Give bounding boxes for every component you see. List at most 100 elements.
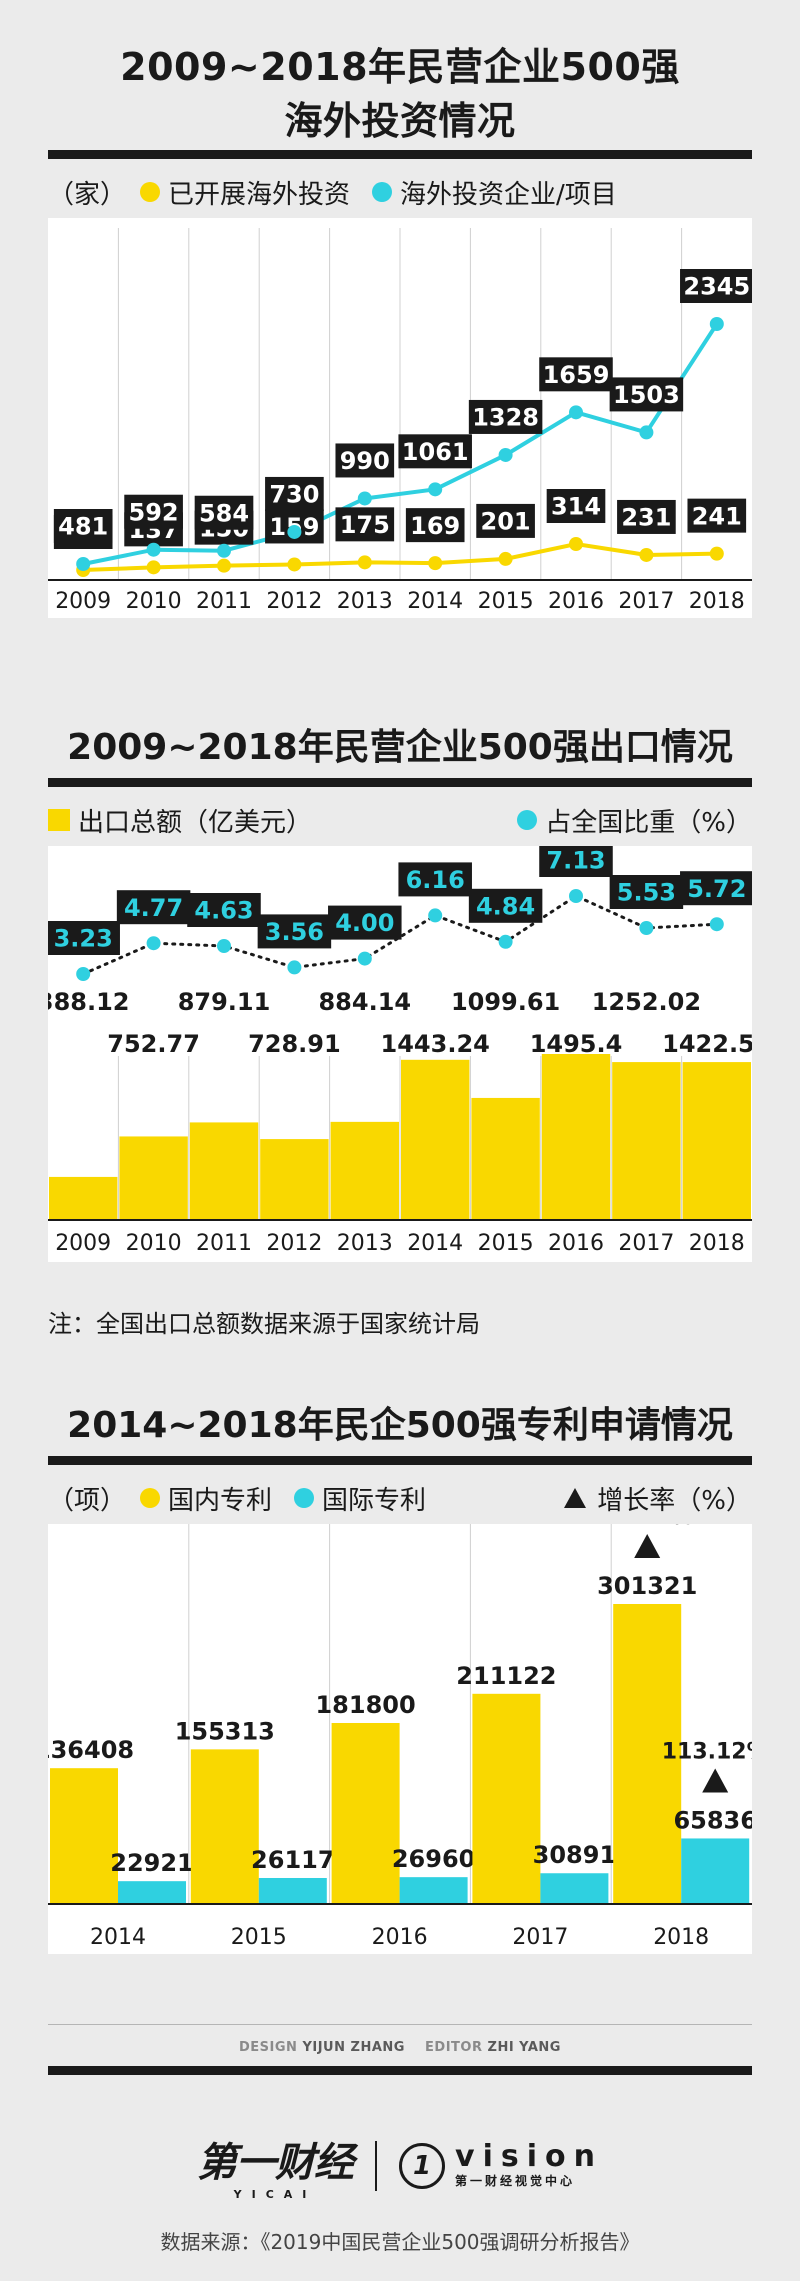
data-label-bg	[476, 503, 535, 538]
share-point	[357, 951, 372, 966]
data-label: 481	[58, 513, 108, 541]
share-line	[81, 894, 719, 976]
bar	[682, 1062, 751, 1220]
bar-value-label: 30891	[533, 1841, 617, 1869]
share-label: 3.56	[265, 918, 324, 946]
data-label: 2345	[683, 273, 750, 301]
data-label-bg	[609, 377, 684, 412]
share-label: 3.23	[54, 925, 113, 953]
x-tick-label: 2018	[689, 1231, 745, 1256]
title-line-1: 2009~2018年民营企业500强	[120, 45, 680, 89]
data-label-bg	[468, 399, 543, 434]
share-point	[76, 967, 91, 981]
section-divider-1	[48, 150, 752, 159]
bar-value-label: 1495.4	[530, 1030, 623, 1058]
bar	[189, 1122, 259, 1220]
x-tick-label: 2010	[126, 589, 182, 614]
logo-row: 第一财经 YICAI 1 vision 第一财经视觉中心	[0, 2130, 800, 2201]
data-source: 数据来源：《2019中国民营企业500强调研分析报告》	[160, 2230, 640, 2254]
page-title: 2009~2018年民营企业500强 海外投资情况	[0, 40, 800, 148]
cyan-dot-icon	[294, 1488, 315, 1508]
chart3-svg: 136408 22921 2014 155313 26117 2015 181800 2696…	[34, 1505, 769, 1950]
yicai-logo-text: 第一财经	[197, 2140, 354, 2186]
x-tick-label: 2013	[337, 1231, 393, 1256]
bar	[471, 1097, 540, 1220]
x-tick-label: 2015	[478, 1231, 534, 1256]
share-label-bg	[680, 871, 754, 906]
section-divider-3	[48, 1456, 752, 1465]
x-tick-label: 2010	[126, 1231, 182, 1256]
growth-label: 42.72%	[601, 1524, 693, 1530]
bar	[330, 1121, 399, 1220]
share-label-bg	[539, 843, 613, 877]
bar-international	[399, 1877, 468, 1904]
bar-value-label: 26960	[392, 1845, 476, 1873]
yellow-dot-icon	[140, 1488, 161, 1508]
bar-domestic	[472, 1693, 541, 1904]
share-label: 4.84	[476, 892, 535, 920]
data-point	[428, 556, 443, 571]
triangle-up-icon	[564, 1488, 587, 1508]
design-name: YIJUN ZHANG	[302, 2040, 405, 2055]
yellow-square-icon	[48, 809, 70, 831]
data-label-bg	[265, 476, 324, 511]
bar-domestic	[613, 1604, 682, 1904]
data-point	[709, 317, 724, 331]
bar-value-label: 879.11	[178, 988, 271, 1016]
bar	[119, 1136, 188, 1220]
legend-item-domestic: 国内专利	[136, 1480, 272, 1517]
bar	[612, 1062, 681, 1220]
share-point	[569, 889, 583, 903]
data-point	[569, 405, 583, 420]
section-divider-2	[48, 778, 752, 787]
x-tick-label: 2014	[407, 589, 463, 614]
x-tick-label: 2016	[372, 1925, 428, 1950]
x-tick-label: 2018	[653, 1925, 709, 1950]
data-point	[428, 482, 443, 497]
data-point	[146, 542, 161, 557]
x-tick-label: 2011	[196, 1231, 252, 1256]
logo-separator	[375, 2140, 378, 2191]
x-tick-label: 2012	[266, 589, 322, 614]
data-point	[357, 491, 372, 506]
x-tick-label: 2017	[512, 1925, 568, 1950]
bar	[541, 1054, 611, 1220]
bar	[260, 1139, 329, 1220]
legend-label: 国际专利	[322, 1485, 427, 1516]
legend-item-overseas-projects: 海外投资企业/项目	[368, 174, 617, 211]
data-point	[217, 558, 231, 573]
legend-label: 增长率（%）	[597, 1485, 752, 1516]
x-tick-label: 2014	[407, 1231, 463, 1256]
bar-value-label: 181800	[315, 1691, 415, 1719]
data-label-bg	[617, 499, 676, 534]
title-line-2: 海外投资情况	[284, 99, 516, 143]
bar-value-label: 1422.55	[662, 1030, 752, 1058]
growth-triangle-icon	[702, 1768, 729, 1793]
design-label: DESIGN	[239, 2040, 298, 2055]
chart3-legend: （项） 国内专利 国际专利 增长率（%）	[48, 1476, 752, 1520]
share-label-bg	[257, 914, 332, 949]
data-label: 201	[481, 508, 531, 536]
data-label: 241	[692, 502, 742, 530]
data-label: 1061	[402, 438, 469, 466]
data-label: 1328	[472, 404, 539, 432]
chart2-svg: 388.12 752.77 879.11 728.91 884.14 1443.24 109…	[37, 843, 771, 1256]
bar-value-label: 155313	[175, 1717, 275, 1745]
growth-triangle-icon	[634, 1534, 661, 1558]
data-label: 592	[129, 498, 179, 526]
share-point	[709, 917, 724, 932]
bar-value-label: 388.12	[48, 988, 130, 1016]
share-label-bg	[398, 862, 472, 897]
bar-value-label: 22921	[110, 1849, 194, 1877]
x-tick-label: 2016	[548, 589, 604, 614]
cyan-dot-icon	[517, 810, 538, 830]
share-point	[639, 921, 654, 935]
share-point	[287, 960, 302, 975]
chart1-unit: （家）	[48, 179, 127, 210]
bar-domestic	[331, 1722, 400, 1904]
legend-item-growth: 增长率（%）	[563, 1480, 752, 1517]
bar-value-label: 65836	[673, 1806, 752, 1834]
share-point	[217, 939, 231, 953]
bar	[49, 1176, 118, 1220]
footer-divider	[48, 2066, 752, 2075]
